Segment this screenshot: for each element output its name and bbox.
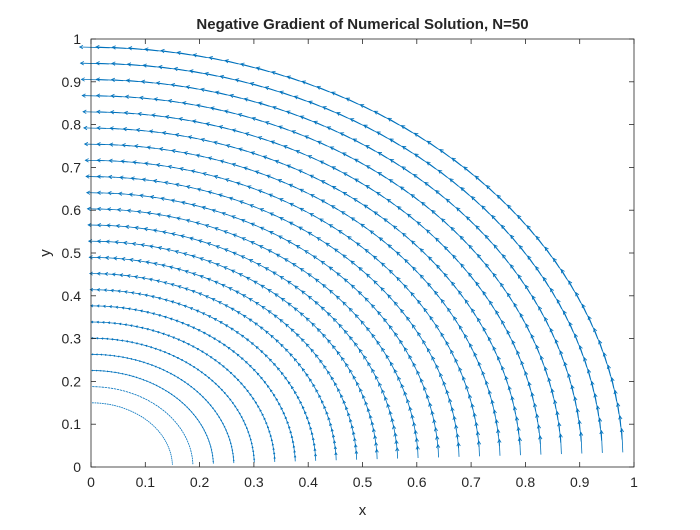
y-tick-label: 1 (73, 31, 81, 47)
chart-title: Negative Gradient of Numerical Solution,… (196, 16, 528, 33)
quiver-arrowhead (212, 452, 213, 453)
x-tick-label: 0.1 (136, 474, 156, 490)
quiver-arrowhead (210, 446, 211, 447)
quiver-arrowhead (92, 370, 93, 371)
x-tick-label: 0.3 (244, 474, 264, 490)
x-tick-label: 0.9 (570, 474, 590, 490)
quiver-arrow (117, 389, 119, 390)
quiver-arrow (121, 407, 123, 408)
x-tick-label: 0.8 (516, 474, 536, 490)
y-tick-label: 0.3 (62, 331, 82, 347)
x-tick-label: 0.7 (461, 474, 481, 490)
y-axis-label: y (37, 249, 54, 257)
y-tick-label: 0.7 (62, 159, 82, 175)
quiver-arrow (189, 445, 190, 447)
x-tick-label: 0.6 (407, 474, 427, 490)
quiver-arrowhead (212, 455, 213, 456)
quiver-arrow (85, 144, 106, 145)
quiver-arrowhead (211, 449, 212, 450)
quiver-arrow (119, 407, 121, 408)
quiver-arrowhead (213, 461, 214, 462)
y-tick-label: 0.4 (62, 288, 82, 304)
x-tick-label: 0 (87, 474, 95, 490)
y-tick-label: 0 (73, 459, 81, 475)
quiver-arrow (120, 390, 122, 391)
y-tick-label: 0.8 (62, 117, 82, 133)
quiver-arrowhead (210, 444, 211, 445)
x-tick-label: 0.4 (298, 474, 318, 490)
quiver-arrow (168, 446, 169, 447)
quiver-arrow (190, 448, 191, 450)
x-tick-label: 0.5 (353, 474, 373, 490)
quiver-arrowhead (96, 370, 97, 371)
quiver-arrow (124, 408, 126, 409)
y-tick-label: 0.2 (62, 373, 82, 389)
quiver-arrowhead (213, 458, 214, 459)
x-axis-label: x (359, 502, 367, 519)
x-tick-label: 0.2 (190, 474, 210, 490)
quiver-arrow (85, 160, 104, 161)
quiver-arrow (167, 444, 168, 445)
x-tick-label: 1 (630, 474, 638, 490)
y-tick-label: 0.9 (62, 74, 82, 90)
y-tick-label: 0.6 (62, 202, 82, 218)
y-tick-label: 0.1 (62, 416, 82, 432)
quiver-arrow (169, 448, 170, 449)
y-tick-label: 0.5 (62, 245, 82, 261)
